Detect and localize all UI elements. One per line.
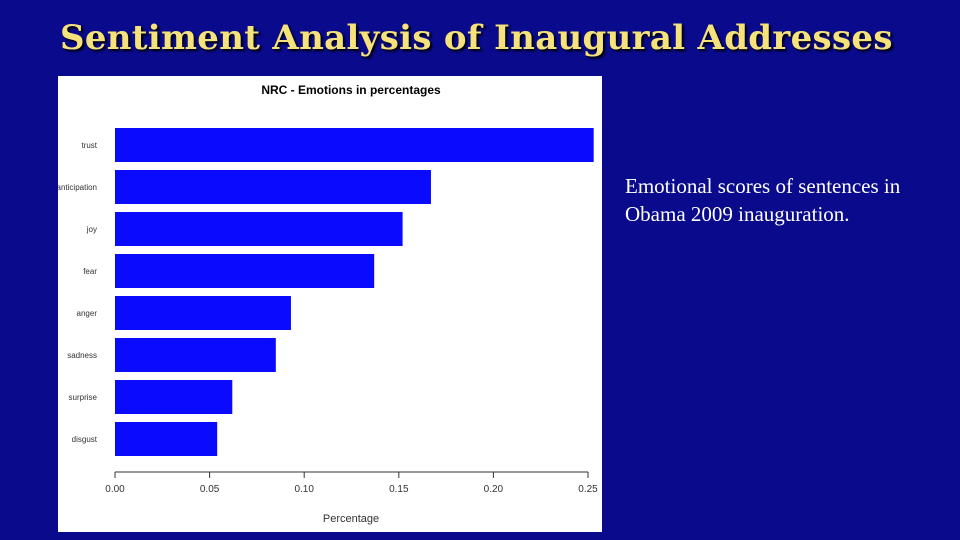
chart-title: NRC - Emotions in percentages: [261, 83, 441, 97]
category-labels: trust anticipation joy fear anger sadness surp…: [58, 141, 98, 444]
category-label-sadness: sadness: [67, 351, 97, 360]
category-label-fear: fear: [83, 267, 97, 276]
category-label-disgust: disgust: [72, 435, 98, 444]
x-tick-label-0.00: 0.00: [105, 484, 125, 495]
slide-title: Sentiment Analysis of Inaugural Addresse…: [60, 18, 893, 58]
emotion-bar-chart: NRC - Emotions in percentages trust antic…: [58, 83, 598, 525]
x-tick-label-0.25: 0.25: [578, 484, 598, 495]
bar-fear: [115, 254, 375, 288]
bar-trust: [115, 128, 594, 162]
x-tick-label-0.15: 0.15: [389, 484, 409, 495]
x-tick-label-0.10: 0.10: [294, 484, 314, 495]
category-label-joy: joy: [86, 225, 97, 234]
category-label-surprise: surprise: [69, 393, 98, 402]
x-tick-label-0.20: 0.20: [484, 484, 504, 495]
bars-group: [115, 128, 594, 456]
bar-anticipation: [115, 170, 431, 204]
chart-caption: Emotional scores of sentences in Obama 2…: [625, 174, 901, 226]
x-tick-label-0.05: 0.05: [200, 484, 220, 495]
chart-panel: NRC - Emotions in percentages trust antic…: [58, 76, 602, 532]
x-axis: 0.00 0.05 0.10 0.15 0.20 0.25: [105, 471, 598, 495]
x-axis-label: Percentage: [323, 513, 379, 525]
bar-anger: [115, 296, 291, 330]
category-label-anger: anger: [77, 309, 98, 318]
bar-surprise: [115, 380, 233, 414]
bar-sadness: [115, 338, 276, 372]
category-label-anticipation: anticipation: [58, 183, 97, 192]
bar-disgust: [115, 422, 218, 456]
bar-joy: [115, 212, 403, 246]
category-label-trust: trust: [81, 141, 97, 150]
